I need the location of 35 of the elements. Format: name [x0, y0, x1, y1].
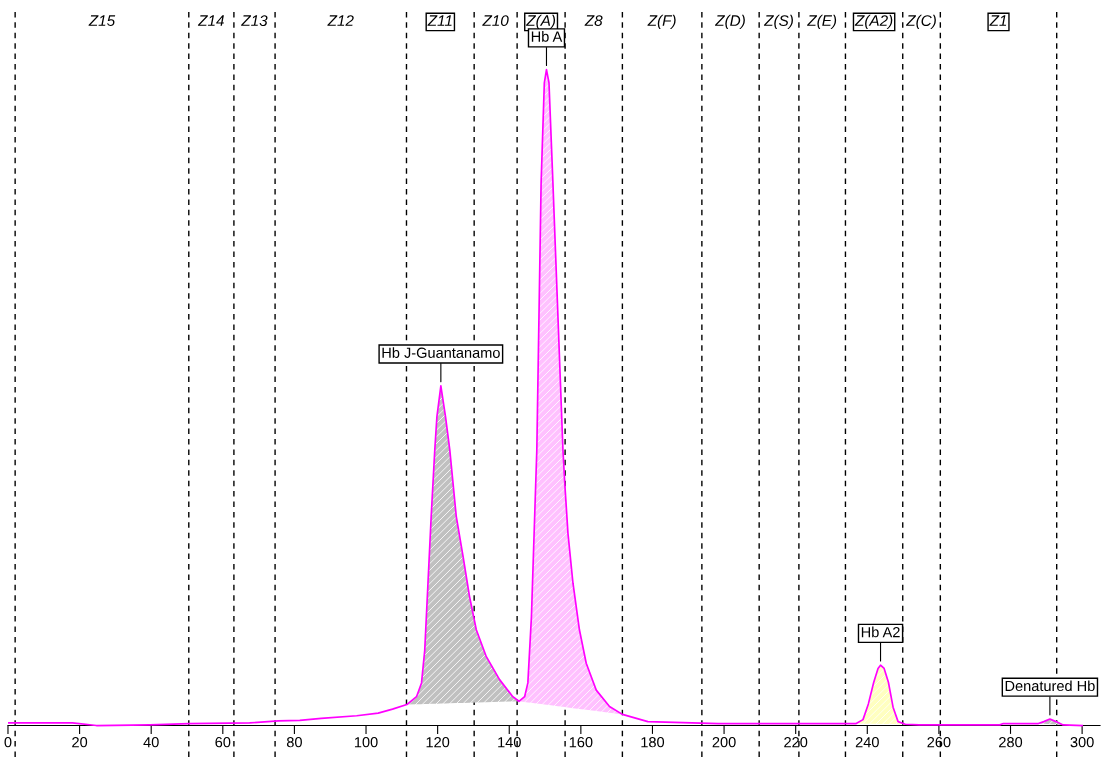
text: Z(A2) — [854, 14, 893, 30]
text: Z10 — [482, 15, 509, 27]
x-tick-label: 300 — [1070, 737, 1094, 748]
text: Z15 — [88, 15, 116, 27]
text: Z1 — [989, 15, 1007, 26]
x-tick-label: 140 — [498, 737, 521, 748]
text: Z(C) — [905, 14, 936, 30]
x-tick-label: 80 — [286, 737, 302, 748]
x-tick-label: 120 — [426, 737, 450, 748]
x-tick-label: 200 — [712, 737, 736, 748]
x-tick-label: 100 — [354, 737, 378, 748]
x-tick-label: 20 — [72, 737, 88, 748]
x-tick-label: 160 — [569, 737, 593, 748]
x-tick-label: 40 — [143, 737, 159, 748]
annotation: Hb A2 — [861, 626, 900, 638]
x-tick-label: 60 — [215, 737, 231, 748]
text: Z(F) — [647, 14, 676, 30]
x-tick-label: 180 — [641, 737, 665, 748]
x-tick-label: 220 — [784, 737, 808, 748]
text: Z14 — [197, 15, 224, 26]
x-tick-label: 280 — [999, 737, 1023, 748]
x-tick-label: 260 — [927, 737, 951, 748]
text: Z(D) — [714, 14, 745, 30]
x-tick-label: 240 — [855, 737, 879, 748]
annotation: Hb A — [531, 31, 563, 42]
text: Z11 — [427, 15, 452, 26]
text: Z(A) — [525, 14, 556, 30]
text: Z13 — [241, 15, 268, 27]
text: Z(S) — [763, 14, 793, 30]
annotation: Hb J-Guantanamo — [382, 347, 500, 358]
text: Z8 — [584, 15, 603, 27]
annotation: Denatured Hb — [1005, 680, 1095, 692]
text: Z(E) — [807, 14, 837, 30]
text: Z12 — [327, 15, 354, 26]
x-tick-label: 0 — [4, 737, 12, 748]
